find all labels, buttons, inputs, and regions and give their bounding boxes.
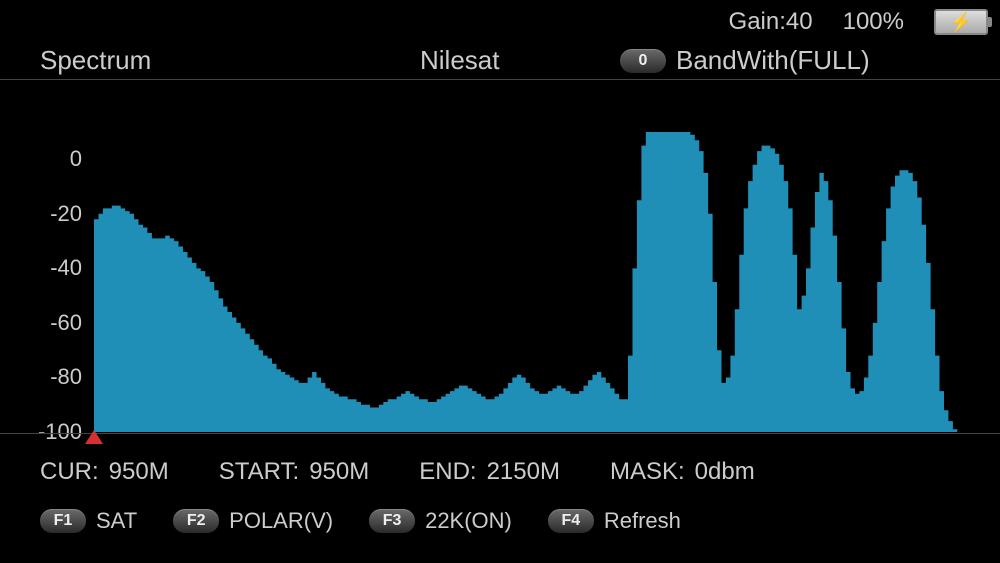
f4-label: Refresh (604, 508, 681, 534)
function-keys: F1 SAT F2 POLAR(V) F3 22K(ON) F4 Refresh (40, 508, 681, 534)
key-0: 0 (620, 49, 666, 73)
f3-label: 22K(ON) (425, 508, 512, 534)
header-row: Spectrum Nilesat 0 BandWith(FULL) (0, 42, 1000, 80)
f1-label: SAT (96, 508, 137, 534)
y-tick-label: 0 (70, 146, 82, 172)
gain-readout: Gain:40 (729, 8, 813, 36)
f2-label: POLAR(V) (229, 508, 333, 534)
satellite-name: Nilesat (420, 45, 620, 76)
battery-percent: 100% (843, 8, 904, 36)
chart-baseline (0, 433, 1000, 434)
y-tick-label: -100 (38, 419, 82, 445)
status-bar: Gain:40 100% ⚡ (729, 8, 988, 36)
bandwidth-label: BandWith(FULL) (676, 45, 870, 76)
f2-key-icon: F2 (173, 509, 219, 533)
bandwidth-control[interactable]: 0 BandWith(FULL) (620, 45, 870, 76)
y-tick-label: -40 (50, 255, 82, 281)
y-tick-label: -60 (50, 310, 82, 336)
spectrum-chart: 0 -20 -40 -60 -80 -100 (0, 82, 1000, 452)
cur-readout: CUR:950M (40, 458, 169, 486)
page-title: Spectrum (40, 45, 420, 76)
y-tick-label: -20 (50, 201, 82, 227)
cursor-marker-icon (85, 430, 103, 444)
f3-key-icon: F3 (369, 509, 415, 533)
f1-key-icon: F1 (40, 509, 86, 533)
mask-readout: MASK:0dbm (610, 458, 755, 486)
y-tick-label: -80 (50, 364, 82, 390)
f1-sat-button[interactable]: F1 SAT (40, 508, 137, 534)
f2-polar-button[interactable]: F2 POLAR(V) (173, 508, 333, 534)
f4-refresh-button[interactable]: F4 Refresh (548, 508, 681, 534)
end-readout: END:2150M (419, 458, 560, 486)
y-axis-labels: 0 -20 -40 -60 -80 -100 (22, 82, 82, 452)
start-readout: START:950M (219, 458, 370, 486)
info-row: CUR:950M START:950M END:2150M MASK:0dbm (40, 458, 960, 486)
charging-icon: ⚡ (950, 12, 972, 33)
spectrum-plot (94, 132, 984, 432)
f4-key-icon: F4 (548, 509, 594, 533)
f3-22k-button[interactable]: F3 22K(ON) (369, 508, 512, 534)
battery-icon: ⚡ (934, 9, 988, 35)
